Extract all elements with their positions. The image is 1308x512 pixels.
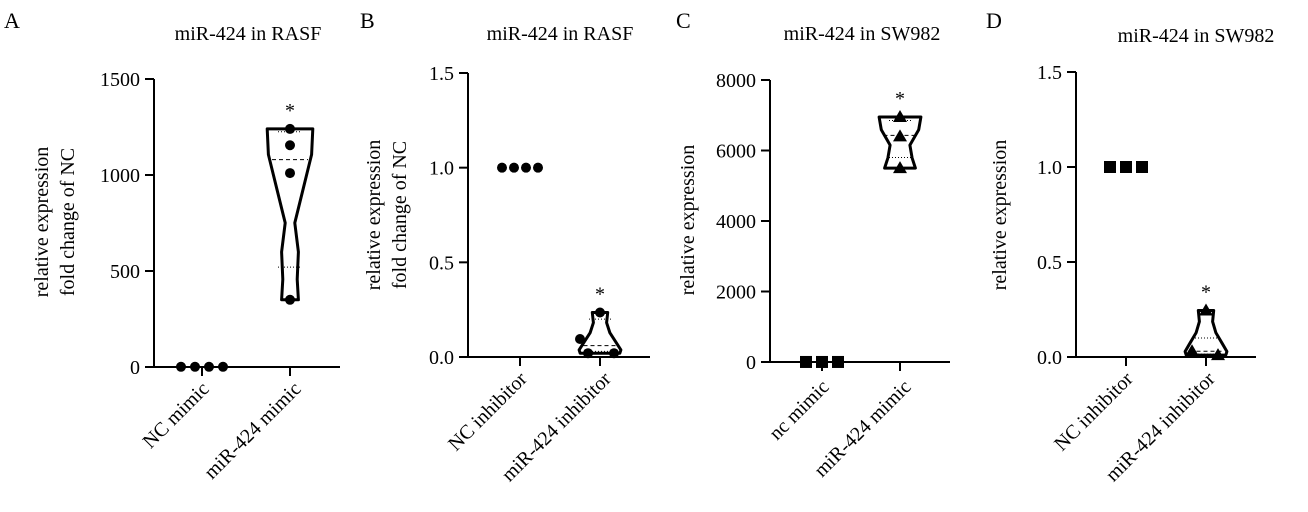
panel-c: C miR-424 in SW982 relative expression 0… [676, 8, 950, 481]
panel-letter: C [676, 8, 691, 33]
data-point [893, 129, 907, 142]
chart-title: miR-424 in SW982 [784, 23, 941, 45]
data-point [285, 140, 295, 151]
y-tick-label: 0.5 [429, 252, 454, 274]
data-point [1199, 303, 1213, 316]
data-point [176, 361, 186, 372]
data-point [832, 355, 844, 368]
significance-marker: * [285, 100, 295, 122]
data-point [1120, 161, 1132, 173]
y-tick-label: 0 [130, 357, 140, 379]
violin-outline [265, 127, 315, 302]
y-tick-label: 2000 [716, 282, 756, 304]
significance-marker: * [895, 88, 905, 110]
y-tick-label: 1000 [100, 165, 140, 187]
data-point [204, 361, 214, 372]
y-axis-label-line2: fold change of NC [389, 141, 411, 289]
data-point [190, 361, 200, 372]
violin-outline [1183, 308, 1229, 357]
data-point [285, 168, 295, 179]
x-tick-label: nc mimic [765, 376, 834, 445]
x-tick-label: miR-424 mimic [200, 378, 306, 484]
panel-b: B miR-424 in RASF relative expression fo… [360, 8, 650, 486]
y-tick-label: 4000 [716, 211, 756, 233]
data-point [595, 307, 605, 318]
y-tick-label: 1.5 [1037, 62, 1062, 84]
y-tick-label: 0.0 [429, 347, 454, 369]
data-point [609, 348, 619, 359]
y-tick-label: 0 [746, 352, 756, 374]
chart-title: miR-424 in SW982 [1118, 25, 1275, 47]
x-tick-label: NC mimic [139, 378, 214, 453]
y-tick-label: 500 [110, 261, 140, 283]
panel-a: A miR-424 in RASF relative expression fo… [4, 8, 340, 483]
data-point [285, 123, 295, 134]
panel-letter: D [986, 8, 1002, 33]
significance-marker: * [1201, 281, 1211, 303]
significance-marker: * [595, 284, 605, 306]
y-axis-label-line1: relative expression [677, 145, 699, 296]
data-point [1185, 344, 1199, 357]
data-point [521, 162, 531, 173]
data-point [533, 162, 543, 173]
y-axis-label-line1: relative expression [31, 147, 53, 298]
panel-letter: A [4, 8, 20, 33]
y-tick-label: 1.0 [1037, 157, 1062, 179]
data-point [800, 355, 812, 368]
data-point [285, 294, 295, 305]
y-tick-label: 1500 [100, 69, 140, 91]
y-tick-label: 8000 [716, 70, 756, 92]
data-point [509, 162, 519, 173]
chart-title: miR-424 in RASF [487, 23, 634, 45]
y-tick-label: 0.5 [1037, 252, 1062, 274]
y-tick-label: 1.0 [429, 158, 454, 180]
violin-outline [877, 115, 923, 170]
y-axis-label-line2: fold change of NC [57, 148, 79, 296]
panel-d: D miR-424 in SW982 relative expression 0… [986, 8, 1274, 486]
data-point [583, 348, 593, 359]
x-tick-label: NC inhibitor [1050, 368, 1138, 456]
y-tick-label: 0.0 [1037, 347, 1062, 369]
data-point [218, 361, 228, 372]
data-point [575, 334, 585, 345]
y-axis-label-line1: relative expression [363, 140, 385, 291]
y-tick-label: 6000 [716, 141, 756, 163]
chart-title: miR-424 in RASF [175, 23, 322, 45]
data-point [1211, 348, 1225, 361]
data-point [1136, 161, 1148, 173]
y-axis-label-line1: relative expression [989, 140, 1011, 291]
panel-letter: B [360, 8, 375, 33]
x-tick-label: NC inhibitor [444, 368, 532, 456]
data-point [816, 355, 828, 368]
data-point [497, 162, 507, 173]
violin-outline [577, 311, 623, 355]
data-point [893, 161, 907, 174]
data-point [1104, 161, 1116, 173]
data-point [893, 110, 907, 123]
y-tick-label: 1.5 [429, 63, 454, 85]
